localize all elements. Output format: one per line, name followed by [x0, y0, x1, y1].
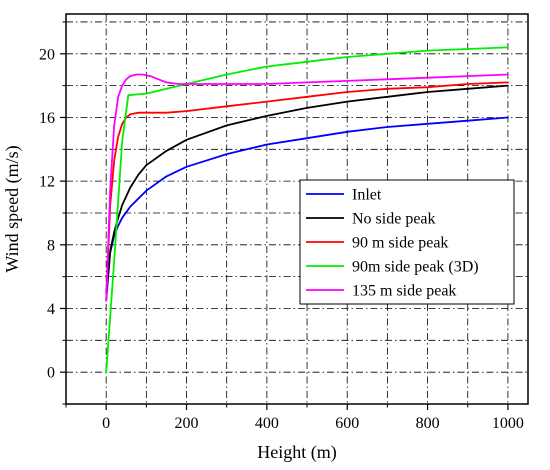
legend-label: 90 m side peak	[352, 235, 448, 252]
series-line-1	[105, 116, 509, 302]
x-tick-label: 400	[255, 415, 279, 432]
x-tick-label: 800	[416, 415, 440, 432]
legend-label: Inlet	[352, 187, 382, 204]
y-tick-label: 8	[47, 237, 55, 254]
plot-frame	[65, 13, 529, 405]
axis-ticks: 0 200 400 600 800 1000 0 4 8 12 16 20	[39, 21, 524, 432]
series-line-5	[105, 73, 509, 302]
x-tick-label: 200	[175, 415, 199, 432]
x-axis-title: Height (m)	[257, 442, 336, 463]
x-tick-label: 0	[102, 415, 110, 432]
y-tick-label: 20	[39, 46, 55, 63]
legend-label: 135 m side peak	[352, 283, 456, 300]
series-line-4	[105, 46, 509, 374]
legend: Inlet No side peak 90 m side peak 90m side …	[299, 179, 515, 305]
y-tick-label: 4	[47, 301, 55, 318]
y-tick-label: 12	[39, 174, 55, 191]
legend-label: No side peak	[352, 211, 436, 228]
y-tick-label: 0	[47, 365, 55, 382]
grid-lines	[65, 14, 528, 405]
x-tick-label: 1000	[492, 415, 524, 432]
legend-label: 90m side peak (3D)	[352, 259, 479, 276]
series-lines	[105, 46, 509, 374]
y-axis-title: Wind speed (m/s)	[2, 145, 23, 272]
series-line-3	[105, 81, 509, 302]
x-tick-label: 600	[335, 415, 359, 432]
y-tick-label: 16	[39, 110, 55, 127]
